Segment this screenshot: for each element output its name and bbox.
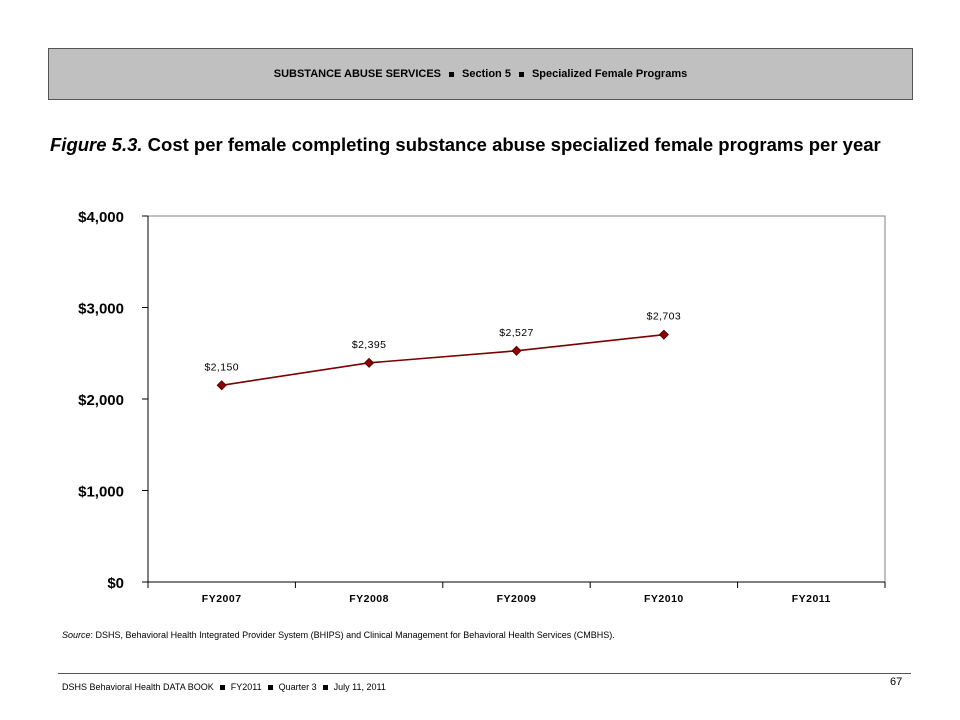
x-tick-label: FY2009: [497, 593, 537, 605]
header-part: Specialized Female Programs: [531, 68, 688, 80]
separator-square-icon: [322, 684, 328, 690]
x-tick-label: FY2010: [644, 593, 684, 605]
data-label: $2,150: [204, 361, 239, 373]
section-header: SUBSTANCE ABUSE SERVICES Section 5 Speci…: [48, 48, 913, 100]
data-label: $2,527: [499, 327, 534, 339]
separator-square-icon: [219, 684, 225, 690]
x-tick-label: FY2011: [792, 593, 831, 605]
source-label: Source: [62, 630, 91, 640]
data-point-marker: [364, 357, 375, 368]
x-tick-label: FY2007: [202, 593, 242, 605]
x-tick-label: FY2008: [349, 593, 389, 605]
separator-square-icon: [449, 71, 455, 77]
source-note: Source: DSHS, Behavioral Health Integrat…: [62, 630, 615, 640]
y-tick-label: $1,000: [78, 484, 124, 501]
data-point-marker: [216, 380, 227, 391]
series-line: [221, 333, 664, 387]
y-tick-label: $4,000: [78, 209, 124, 226]
line-chart: $0 $1,000 $2,000 $3,000 $4,000 FY2007 FY2008 FY…: [78, 209, 886, 605]
footer-part: DSHS Behavioral Health DATA BOOK: [62, 682, 214, 692]
data-point-marker: [511, 345, 522, 356]
footer-divider: [58, 673, 911, 674]
y-tick-label: $2,000: [78, 392, 124, 409]
data-point-marker: [658, 329, 669, 340]
footer-part: July 11, 2011: [333, 682, 386, 692]
data-label: $2,703: [647, 311, 682, 323]
y-tick-label: $0: [107, 575, 124, 592]
figure-title: Figure 5.3. Cost per female completing s…: [50, 133, 890, 157]
figure-label: Figure 5.3.: [50, 134, 143, 155]
y-tick-label: $3,000: [78, 301, 124, 318]
separator-square-icon: [518, 71, 524, 77]
separator-square-icon: [267, 684, 273, 690]
footer: DSHS Behavioral Health DATA BOOK FY2011 …: [62, 682, 386, 692]
plot-area: [147, 215, 886, 583]
header-part: Section 5: [462, 68, 511, 80]
data-label: $2,395: [352, 339, 387, 351]
header-part: SUBSTANCE ABUSE SERVICES: [273, 68, 442, 80]
figure-title-text: Cost per female completing substance abu…: [147, 134, 881, 155]
footer-part: FY2011: [230, 682, 262, 692]
page-number: 67: [890, 676, 903, 688]
footer-part: Quarter 3: [278, 682, 317, 692]
source-text: : DSHS, Behavioral Health Integrated Pro…: [90, 630, 615, 640]
